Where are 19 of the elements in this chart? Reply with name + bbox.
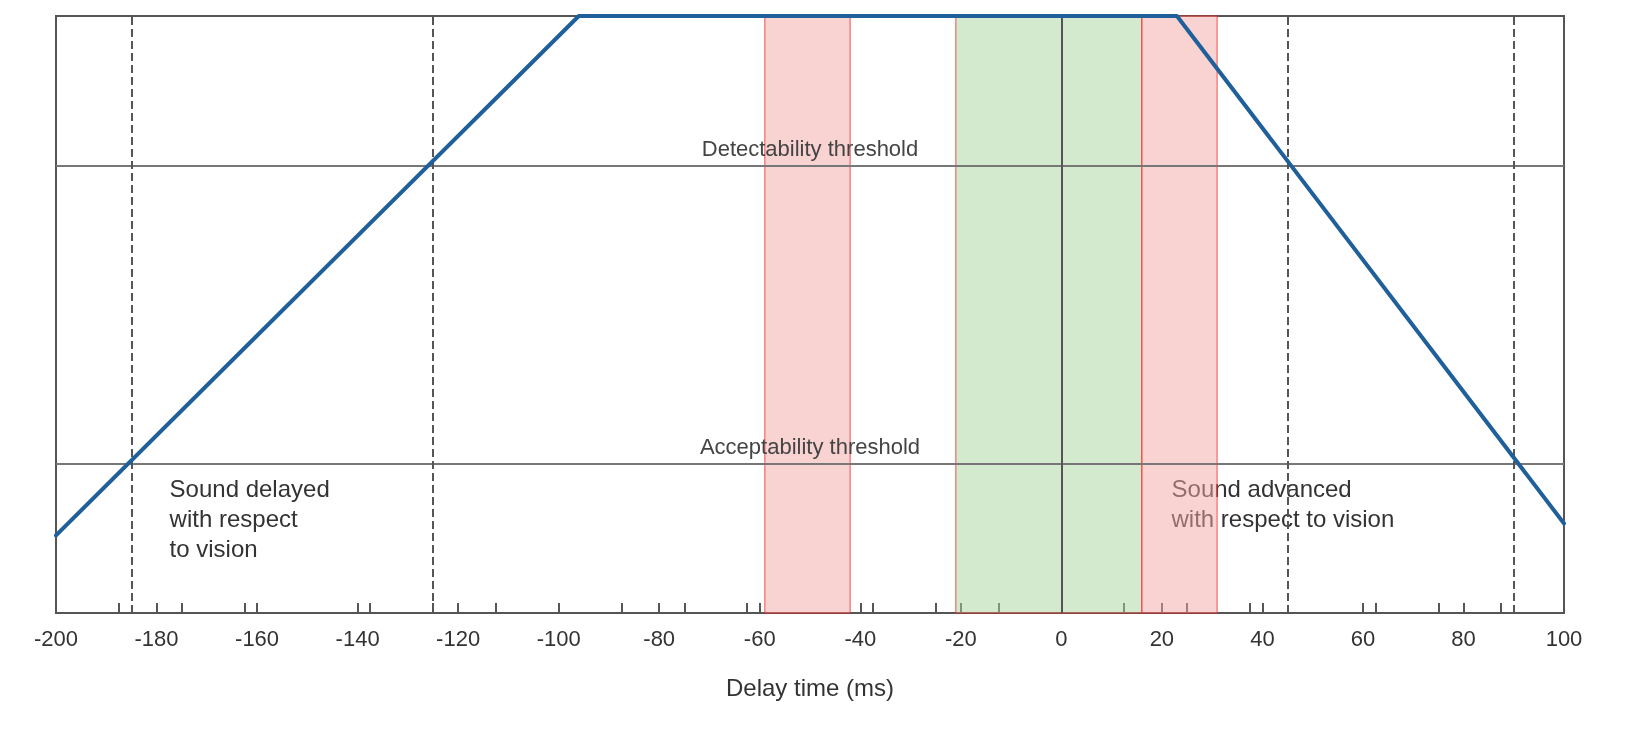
x-tick-label: 60 (1350, 625, 1376, 651)
annotation: Sound delayed with respect to vision (168, 474, 330, 562)
x-tick-label: 40 (1250, 625, 1275, 651)
x-tick-label: -200 (33, 625, 79, 651)
x-tick-label: -80 (643, 625, 676, 651)
x-tick-label: 20 (1149, 625, 1175, 651)
x-tick-label: -160 (235, 625, 280, 651)
annotation: Sound advanced with respect to vision (1170, 474, 1395, 532)
x-tick-label: -120 (436, 625, 481, 651)
x-tick-label: 0 (1055, 625, 1068, 651)
x-axis-title: Delay time (ms) (725, 673, 895, 701)
x-tick-label: -60 (743, 625, 776, 651)
x-tick-label: 100 (1545, 625, 1583, 651)
x-tick-label: -140 (335, 625, 380, 651)
x-tick-label: -100 (536, 625, 581, 651)
x-tick-label: -180 (134, 625, 179, 651)
x-tick-label: -40 (844, 625, 877, 651)
x-tick-label: -20 (944, 625, 977, 651)
x-tick-label: 80 (1451, 625, 1476, 651)
